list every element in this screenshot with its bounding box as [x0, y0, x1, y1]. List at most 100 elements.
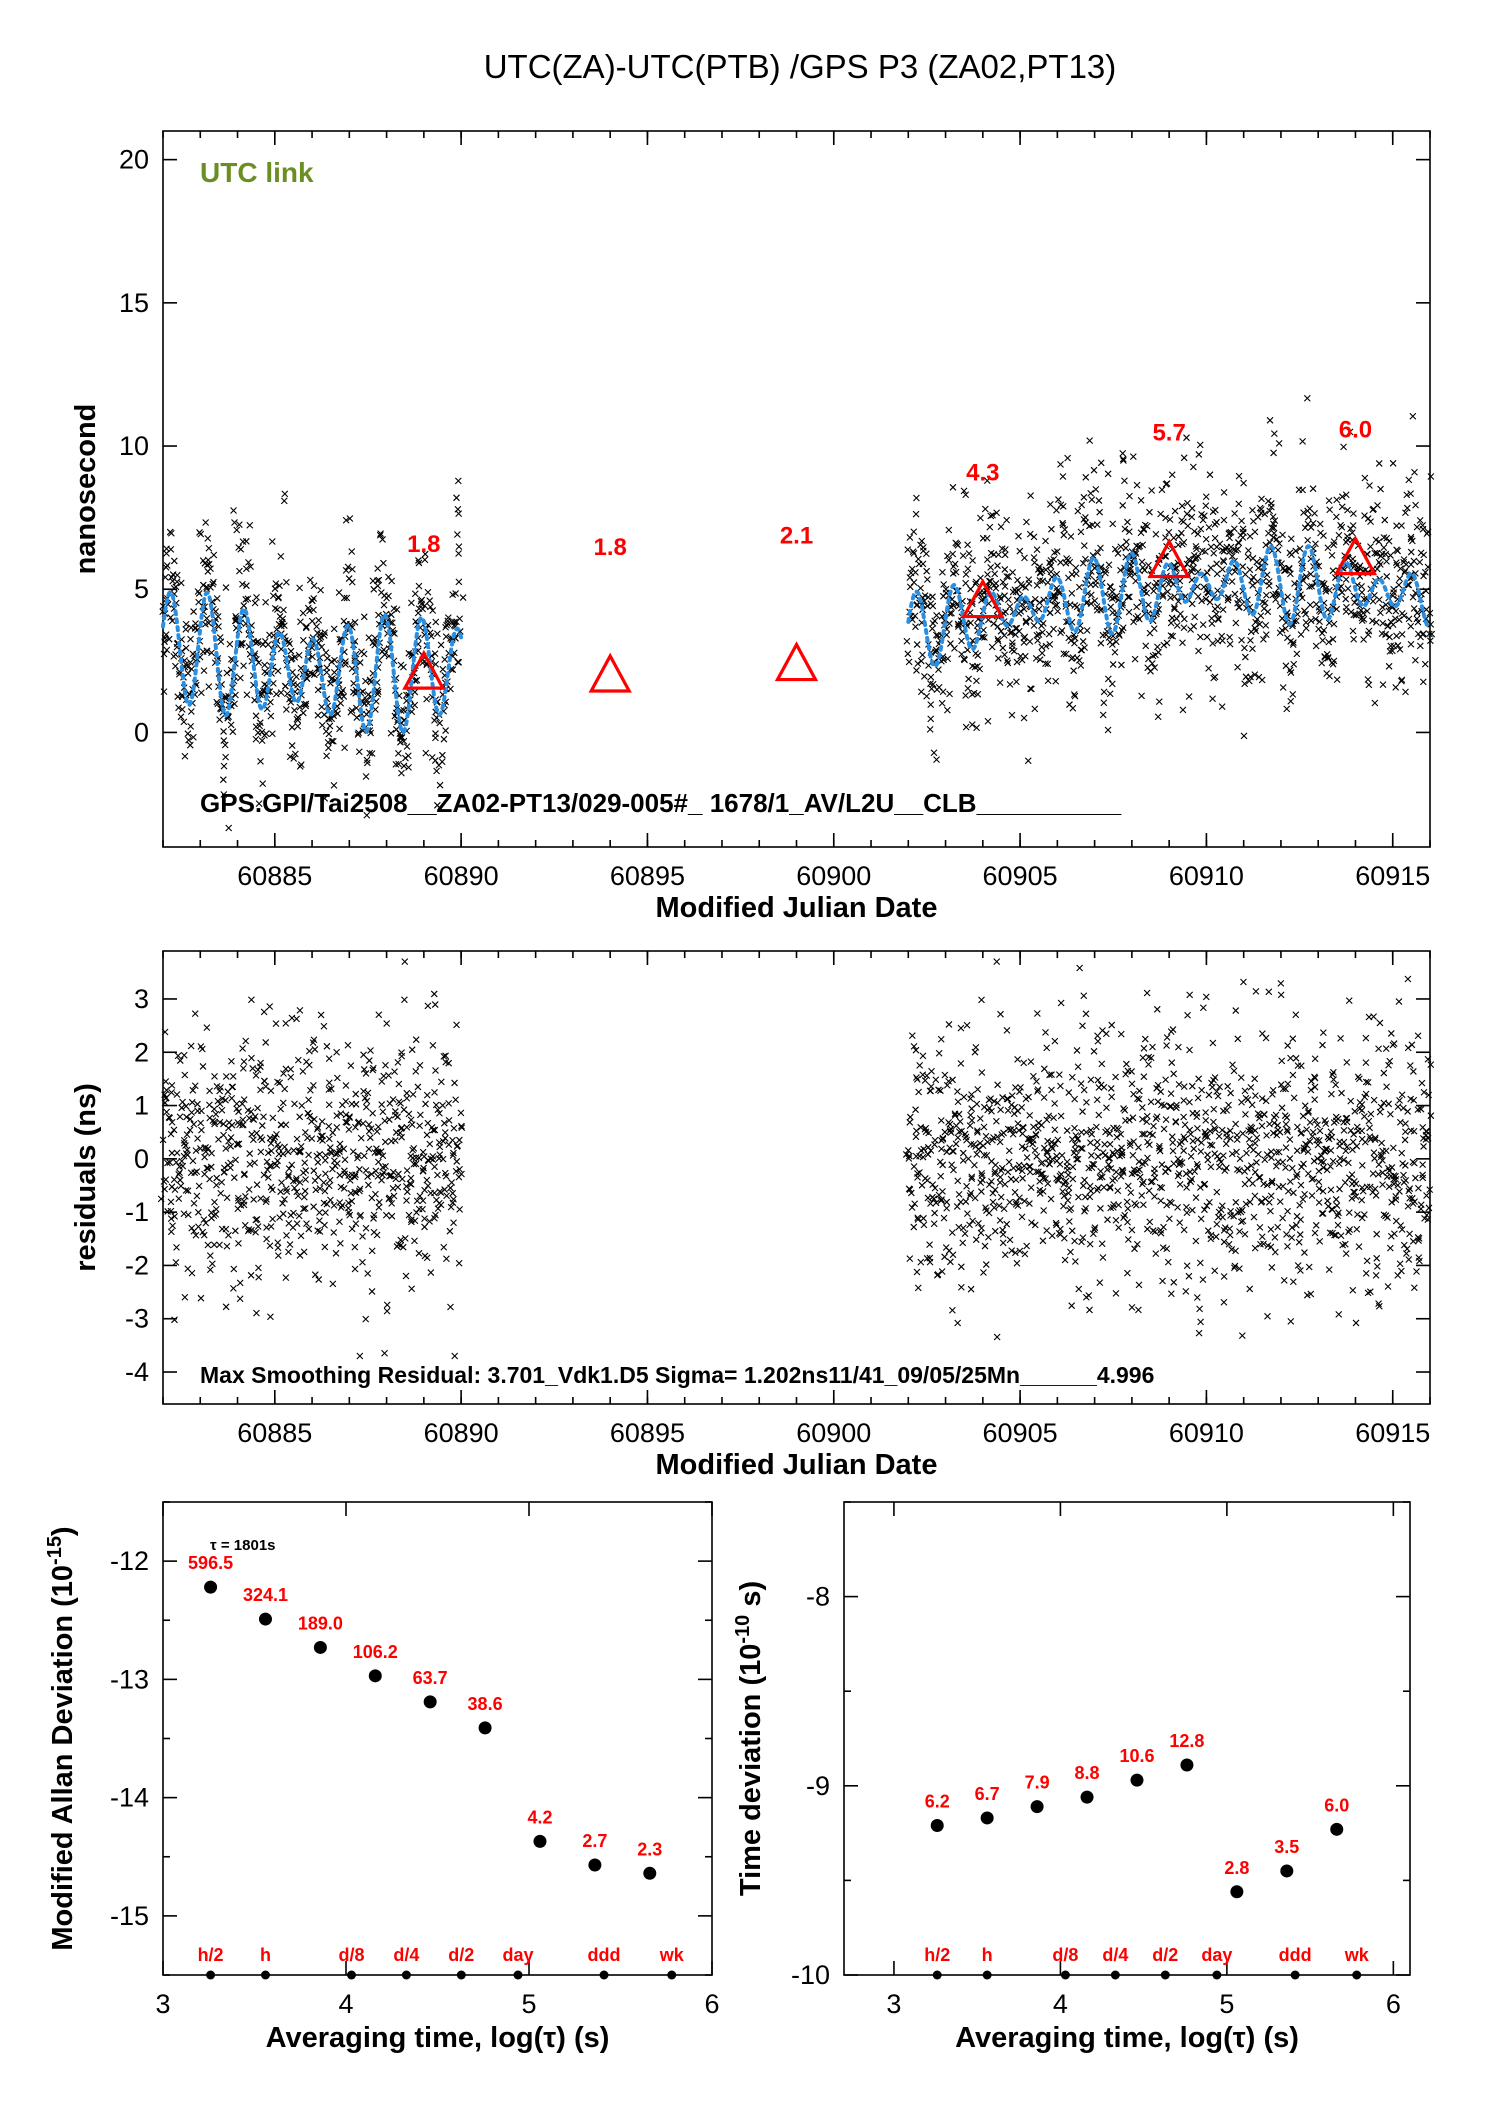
residual-point [281, 1143, 288, 1151]
residual-point [1096, 1174, 1104, 1181]
residual-point [213, 1181, 220, 1189]
residual-point [320, 1179, 328, 1187]
data-point [264, 641, 272, 649]
residual-point [1033, 1078, 1040, 1085]
residual-point [1046, 1071, 1053, 1079]
data-point [964, 565, 972, 573]
residual-point [1201, 1132, 1209, 1140]
residual-point [440, 1052, 448, 1060]
residual-point [292, 1177, 300, 1184]
residual-point [1418, 1079, 1426, 1087]
data-point [352, 704, 360, 712]
residual-point [1005, 1158, 1013, 1166]
residual-point [1410, 1127, 1418, 1135]
data-point [1301, 524, 1309, 532]
residual-point [963, 1021, 971, 1029]
residual-point [1027, 1184, 1035, 1192]
residual-point [916, 1061, 924, 1069]
data-point [1122, 538, 1130, 546]
residual-point [1106, 1130, 1114, 1138]
interval-marker: d/8 [1052, 1945, 1078, 1965]
residual-point [322, 1209, 329, 1217]
residual-point [1204, 1133, 1211, 1141]
data-point [346, 515, 354, 522]
residual-point [362, 1070, 370, 1077]
residual-point [1141, 1035, 1149, 1043]
data-point [1382, 550, 1390, 558]
data-point [1349, 522, 1357, 529]
triangle-label: 5.7 [1152, 419, 1185, 446]
residual-point [423, 1091, 431, 1099]
residual-point [1332, 1081, 1340, 1089]
data-point [387, 611, 395, 619]
residual-point [1004, 1095, 1012, 1103]
mdev-panel-frame [162, 1501, 713, 1976]
residual-point [935, 1086, 942, 1094]
data-point [421, 550, 429, 558]
residual-point [365, 1121, 373, 1128]
residual-point [1286, 1155, 1294, 1162]
residual-point [980, 1123, 988, 1131]
residual-point [284, 1148, 292, 1156]
residual-point [1385, 1100, 1393, 1108]
residual-point [1054, 1136, 1062, 1144]
data-point [1183, 434, 1190, 442]
data-point [478, 1721, 492, 1735]
residual-point [1078, 1128, 1085, 1136]
data-point [432, 618, 440, 626]
residual-point [1282, 1120, 1290, 1128]
residual-point [357, 1211, 365, 1219]
residual-point [262, 1198, 270, 1206]
data-point [1355, 564, 1363, 572]
data-point [426, 597, 434, 605]
residual-point [456, 1205, 464, 1213]
residual-point [1268, 1177, 1276, 1185]
residual-point [1045, 1160, 1053, 1168]
data-point [1160, 641, 1168, 649]
data-point [1420, 551, 1428, 559]
data-point [1073, 603, 1081, 611]
data-point [1162, 514, 1169, 522]
residual-point [1298, 1129, 1305, 1137]
data-point [1258, 676, 1266, 684]
data-point [365, 634, 373, 642]
residual-point [229, 1072, 237, 1080]
residual-point [1260, 1111, 1268, 1119]
residual-point [362, 1224, 370, 1232]
residual-point [416, 1122, 424, 1130]
data-point [1306, 583, 1313, 591]
residual-point [1021, 1145, 1029, 1152]
residual-point [1320, 1158, 1327, 1166]
point-label: 2.3 [637, 1839, 662, 1859]
residual-point [990, 1204, 998, 1212]
data-point [1346, 428, 1354, 436]
residual-point [360, 1152, 368, 1160]
residual-point [408, 1046, 416, 1054]
residual-point [345, 1199, 352, 1207]
residual-point [1121, 1211, 1129, 1219]
data-point [1395, 616, 1403, 624]
residual-point [176, 1169, 183, 1177]
data-point [348, 707, 356, 714]
residual-point [1211, 1267, 1219, 1275]
residual-point [1296, 1267, 1304, 1274]
residual-point [410, 1160, 418, 1168]
residual-point [905, 1155, 913, 1162]
data-point [274, 667, 282, 675]
data-point [330, 625, 338, 633]
residual-point [1106, 1184, 1114, 1192]
data-point [262, 730, 270, 738]
residual-point [1330, 1076, 1337, 1083]
data-point [1258, 495, 1265, 503]
residual-point [1247, 1084, 1255, 1091]
data-point [239, 580, 246, 588]
residual-point [1108, 1093, 1116, 1101]
residual-point [1317, 1158, 1325, 1165]
residual-point [1031, 1221, 1039, 1229]
data-point [1190, 527, 1198, 535]
residual-point [194, 1100, 201, 1108]
residual-point [1238, 1206, 1246, 1214]
data-point [1412, 656, 1419, 664]
data-point [230, 507, 237, 514]
data-point [1356, 562, 1364, 570]
